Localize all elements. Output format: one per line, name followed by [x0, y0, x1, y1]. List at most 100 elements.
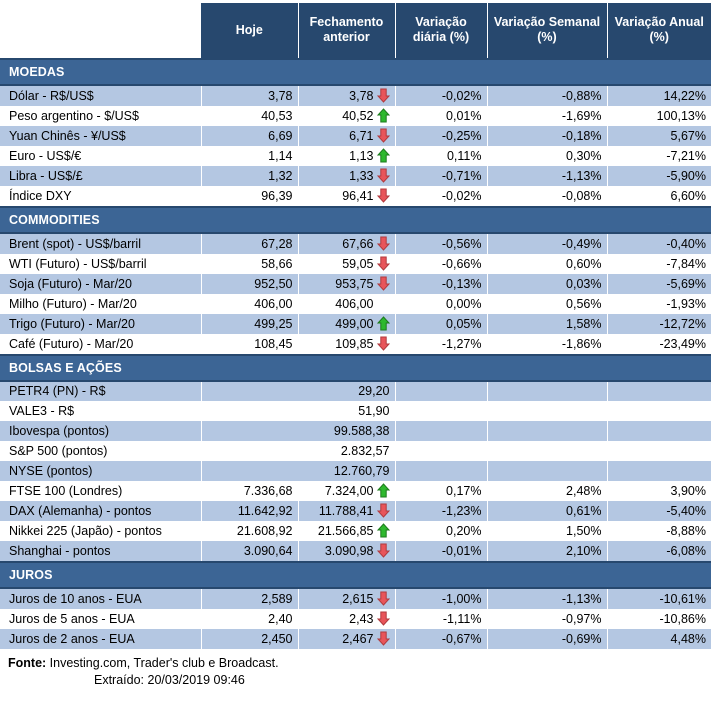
row-value-previous-close: 1,33 [297, 165, 395, 186]
row-daily-change: 0,11% [394, 145, 487, 166]
row-value-today: 11.642,92 [200, 500, 298, 521]
row-previous-close-value: 21.566,85 [317, 523, 374, 538]
arrow-up-icon [376, 108, 390, 123]
row-yearly-change: -6,08% [606, 540, 711, 562]
row-label: Juros de 5 anos - EUA [0, 608, 201, 629]
row-label: Milho (Futuro) - Mar/20 [0, 293, 201, 314]
arrow-up-icon [376, 523, 390, 538]
table-row[interactable]: Peso argentino - $/US$ 40,53 40,52 0,01% -1,… [0, 105, 711, 126]
row-value-previous-close: 3.090,98 [297, 540, 395, 562]
row-previous-close-value: 96,41 [342, 188, 374, 203]
row-value-today: 96,39 [200, 185, 298, 207]
row-label: Yuan Chinês - ¥/US$ [0, 125, 201, 146]
row-value-previous-close: 2,467 [297, 628, 395, 649]
row-value-previous-close: 21.566,85 [297, 520, 395, 541]
table-row[interactable]: Nikkei 225 (Japão) - pontos 21.608,92 21.5… [0, 520, 711, 541]
column-header-hoje: Hoje [201, 0, 298, 59]
table-row[interactable]: Libra - US$/£ 1,32 1,33 -0,71% -1,13% -5,90% [0, 165, 711, 186]
row-daily-change-empty [394, 400, 487, 421]
row-value-today: 6,69 [200, 125, 298, 146]
row-value-merged: 29,20 [200, 380, 395, 401]
row-weekly-change: 1,58% [486, 313, 607, 334]
table-row[interactable]: Trigo (Futuro) - Mar/20 499,25 499,00 0,05%… [0, 313, 711, 334]
table-row[interactable]: WTI (Futuro) - US$/barril 58,66 59,05 -0,66… [0, 253, 711, 274]
arrow-up-icon [376, 148, 390, 163]
table-row[interactable]: FTSE 100 (Londres) 7.336,68 7.324,00 0,17% 2… [0, 480, 711, 501]
table-row[interactable]: Shanghai - pontos 3.090,64 3.090,98 -0,01% 2… [0, 540, 711, 562]
row-previous-close-value: 406,00 [335, 296, 374, 311]
row-label: PETR4 (PN) - R$ [0, 380, 201, 401]
row-daily-change-empty [394, 440, 487, 461]
table-row[interactable]: Euro - US$/€ 1,14 1,13 0,11% 0,30% -7,21% [0, 145, 711, 166]
arrow-up-icon [376, 316, 390, 331]
row-label: NYSE (pontos) [0, 460, 201, 481]
arrow-down-icon [376, 503, 390, 518]
table-row[interactable]: NYSE (pontos) 12.760,79 [0, 460, 711, 481]
section-row-juros: JUROS [0, 560, 711, 589]
table-row[interactable]: Soja (Futuro) - Mar/20 952,50 953,75 -0,13%… [0, 273, 711, 294]
row-value-previous-close: 40,52 [297, 105, 395, 126]
row-previous-close-value: 109,85 [335, 336, 374, 351]
row-daily-change-empty [394, 420, 487, 441]
row-weekly-change: -0,08% [486, 185, 607, 207]
row-value-previous-close: 3,78 [297, 84, 395, 106]
section-title-bolsas-e-acoes: BOLSAS E AÇÕES [0, 353, 711, 382]
table-row[interactable]: VALE3 - R$ 51,90 [0, 400, 711, 421]
row-daily-change: 0,05% [394, 313, 487, 334]
row-value-merged: 12.760,79 [200, 460, 395, 481]
table-row[interactable]: Índice DXY 96,39 96,41 -0,02% -0,08% 6,60% [0, 185, 711, 207]
row-value-previous-close: 67,66 [297, 232, 395, 254]
table-row[interactable]: Juros de 2 anos - EUA 2,450 2,467 -0,67% -0,… [0, 628, 711, 649]
row-label: Brent (spot) - US$/barril [0, 232, 201, 254]
section-title-moedas: MOEDAS [0, 57, 711, 86]
row-weekly-change: 0,61% [486, 500, 607, 521]
row-previous-close-value: 7.324,00 [324, 483, 374, 498]
column-header-variacao-diaria: Variação diária (%) [394, 0, 487, 59]
row-yearly-change: -5,40% [606, 500, 711, 521]
table-row[interactable]: Ibovespa (pontos) 99.588,38 [0, 420, 711, 441]
row-weekly-change: 2,48% [486, 480, 607, 501]
row-yearly-change-empty [606, 400, 711, 421]
row-daily-change: 0,17% [394, 480, 487, 501]
footer-source-text: Investing.com, Trader's club e Broadcast… [49, 655, 279, 670]
row-yearly-change: -8,88% [606, 520, 711, 541]
column-header-fechamento-anterior: Fechamento anterior [297, 0, 395, 59]
arrow-down-icon [376, 236, 390, 251]
table-row[interactable]: DAX (Alemanha) - pontos 11.642,92 11.788,4… [0, 500, 711, 521]
row-weekly-change: -0,69% [486, 628, 607, 649]
row-weekly-change: 2,10% [486, 540, 607, 562]
table-header: Hoje Fechamento anterior Variação diária… [0, 0, 711, 59]
row-value-previous-close: 59,05 [297, 253, 395, 274]
table-row[interactable]: Juros de 5 anos - EUA 2,40 2,43 -1,11% -0,97… [0, 608, 711, 629]
row-weekly-change: 0,56% [486, 293, 607, 314]
row-daily-change: -0,25% [394, 125, 487, 146]
column-header-row: Hoje Fechamento anterior Variação diária… [0, 0, 711, 59]
table-row[interactable]: Dólar - R$/US$ 3,78 3,78 -0,02% -0,88% 14,22% [0, 84, 711, 106]
table-row[interactable]: Milho (Futuro) - Mar/20 406,00 406,00 0,00%… [0, 293, 711, 314]
row-yearly-change: 6,60% [606, 185, 711, 207]
footer: Fonte: Investing.com, Trader's club e Br… [0, 649, 711, 689]
table-row[interactable]: PETR4 (PN) - R$ 29,20 [0, 380, 711, 401]
row-yearly-change: 4,48% [606, 628, 711, 649]
row-yearly-change-empty [606, 460, 711, 481]
row-daily-change: -1,11% [394, 608, 487, 629]
table-row[interactable]: Yuan Chinês - ¥/US$ 6,69 6,71 -0,25% -0,18% 5… [0, 125, 711, 146]
row-label: Nikkei 225 (Japão) - pontos [0, 520, 201, 541]
table-row[interactable]: Brent (spot) - US$/barril 67,28 67,66 -0,56… [0, 232, 711, 254]
row-value-today: 499,25 [200, 313, 298, 334]
row-value-previous-close: 11.788,41 [297, 500, 395, 521]
row-yearly-change: -12,72% [606, 313, 711, 334]
table-row[interactable]: Café (Futuro) - Mar/20 108,45 109,85 -1,27%… [0, 333, 711, 355]
row-label: Trigo (Futuro) - Mar/20 [0, 313, 201, 334]
footer-extracted-line: Extraído: 20/03/2019 09:46 [8, 672, 711, 689]
row-yearly-change: 100,13% [606, 105, 711, 126]
row-yearly-change: 3,90% [606, 480, 711, 501]
row-label: Ibovespa (pontos) [0, 420, 201, 441]
row-value-today: 7.336,68 [200, 480, 298, 501]
row-yearly-change: -7,21% [606, 145, 711, 166]
table-row[interactable]: Juros de 10 anos - EUA 2,589 2,615 -1,00% -1… [0, 587, 711, 609]
table-row[interactable]: S&P 500 (pontos) 2.832,57 [0, 440, 711, 461]
arrow-down-icon [376, 631, 390, 646]
row-label: Euro - US$/€ [0, 145, 201, 166]
row-weekly-change: -1,13% [486, 165, 607, 186]
